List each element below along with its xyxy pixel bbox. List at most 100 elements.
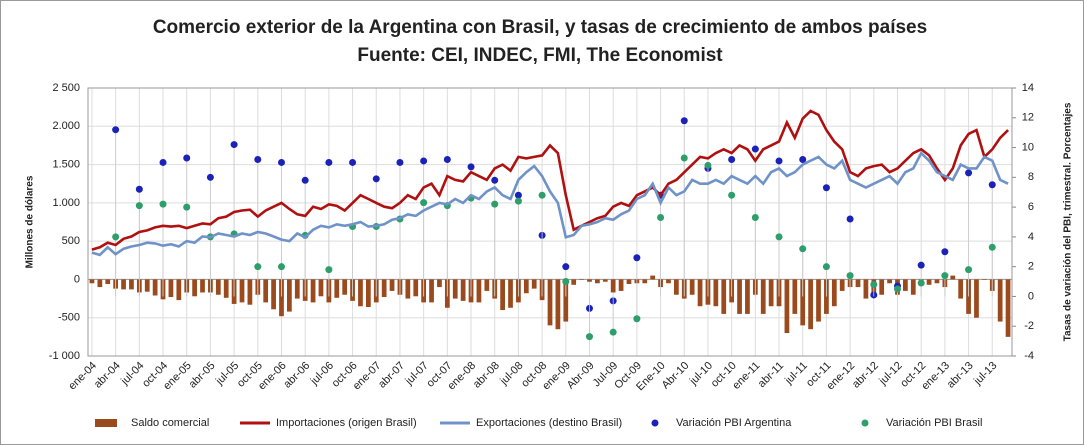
bar <box>294 279 300 299</box>
dot <box>112 126 120 134</box>
dot <box>112 233 120 241</box>
legend-label: Importaciones (origen Brasil) <box>276 417 417 429</box>
y2-tick-label: 4 <box>1028 231 1034 243</box>
bar <box>745 279 750 314</box>
bar <box>437 279 442 288</box>
legend-swatch <box>95 419 117 427</box>
dot <box>704 161 712 169</box>
dot <box>728 191 736 199</box>
dot <box>609 328 617 336</box>
dot <box>562 278 570 286</box>
bar <box>855 279 861 288</box>
bar <box>460 279 466 301</box>
dot <box>301 176 309 184</box>
dot <box>751 214 759 222</box>
bar <box>389 279 395 291</box>
dot <box>657 214 665 222</box>
dot <box>159 200 167 208</box>
y-tick-label: 2 500 <box>52 82 80 94</box>
bar <box>358 279 363 307</box>
bar <box>508 279 513 308</box>
bar <box>831 279 837 307</box>
dot <box>893 285 901 293</box>
y-tick-label: 2.000 <box>52 120 80 132</box>
bar <box>713 279 719 307</box>
y2-tick-label: 10 <box>1022 141 1034 153</box>
dot <box>135 202 143 210</box>
dot <box>183 154 191 162</box>
bar <box>563 279 569 322</box>
dot <box>420 157 428 165</box>
bar <box>689 279 695 295</box>
dot <box>254 263 262 271</box>
dot <box>988 243 996 251</box>
bar <box>887 279 892 284</box>
legend-swatch <box>861 419 869 427</box>
bar <box>247 279 253 305</box>
bar <box>737 279 742 314</box>
bar <box>531 279 537 289</box>
y-tick-label: 1.000 <box>52 197 80 209</box>
bar <box>223 279 229 298</box>
bar <box>365 279 371 307</box>
y2-axis-title: Tasas de variación del PBI, trimestral. … <box>1063 102 1074 341</box>
bar <box>318 279 324 297</box>
dot <box>585 333 593 341</box>
dot <box>206 173 214 181</box>
dot <box>941 248 949 256</box>
bar <box>934 279 940 284</box>
y2-tick-label: 14 <box>1022 82 1034 94</box>
bar <box>666 279 671 284</box>
bar <box>555 279 561 330</box>
dot <box>562 263 570 271</box>
bar <box>271 279 276 310</box>
dot <box>728 155 736 163</box>
bar <box>310 279 316 303</box>
dot <box>254 155 262 163</box>
legend-swatch <box>651 419 659 427</box>
bar <box>974 279 979 318</box>
bar <box>152 279 158 296</box>
y2-tick-label: 2 <box>1028 261 1034 273</box>
bar <box>413 279 419 297</box>
dot <box>538 191 546 199</box>
dot <box>680 117 688 125</box>
bar <box>673 279 679 295</box>
dot <box>751 145 759 153</box>
y2-tick-label: -2 <box>1024 320 1034 332</box>
bar <box>579 279 584 280</box>
bar <box>602 279 608 282</box>
bar <box>792 279 798 314</box>
dot <box>680 154 688 162</box>
dot <box>775 157 783 165</box>
dot <box>633 315 641 323</box>
chart-subtitle: Fuente: CEI, INDEC, FMI, The Economist <box>357 45 723 66</box>
bar <box>121 279 126 290</box>
dot <box>159 158 167 166</box>
bar <box>808 279 813 330</box>
bar <box>950 275 956 280</box>
dot <box>277 263 285 271</box>
dot <box>965 169 973 177</box>
bar <box>879 279 885 295</box>
bar <box>863 279 869 299</box>
dot <box>349 158 357 166</box>
dot <box>183 203 191 211</box>
bar <box>200 279 205 293</box>
bar <box>144 279 150 292</box>
bar <box>958 279 964 299</box>
bar <box>981 279 987 280</box>
bar <box>523 279 529 294</box>
bar <box>89 279 95 284</box>
dot <box>870 281 878 289</box>
y-tick-label: 1.500 <box>52 158 80 170</box>
bar <box>571 279 577 285</box>
bar <box>176 279 182 301</box>
bar <box>476 279 482 303</box>
y-tick-label: -1 000 <box>49 350 80 362</box>
dot <box>799 245 807 253</box>
bar <box>839 279 845 291</box>
dot <box>491 200 499 208</box>
bar <box>910 279 916 295</box>
bar <box>966 279 971 314</box>
